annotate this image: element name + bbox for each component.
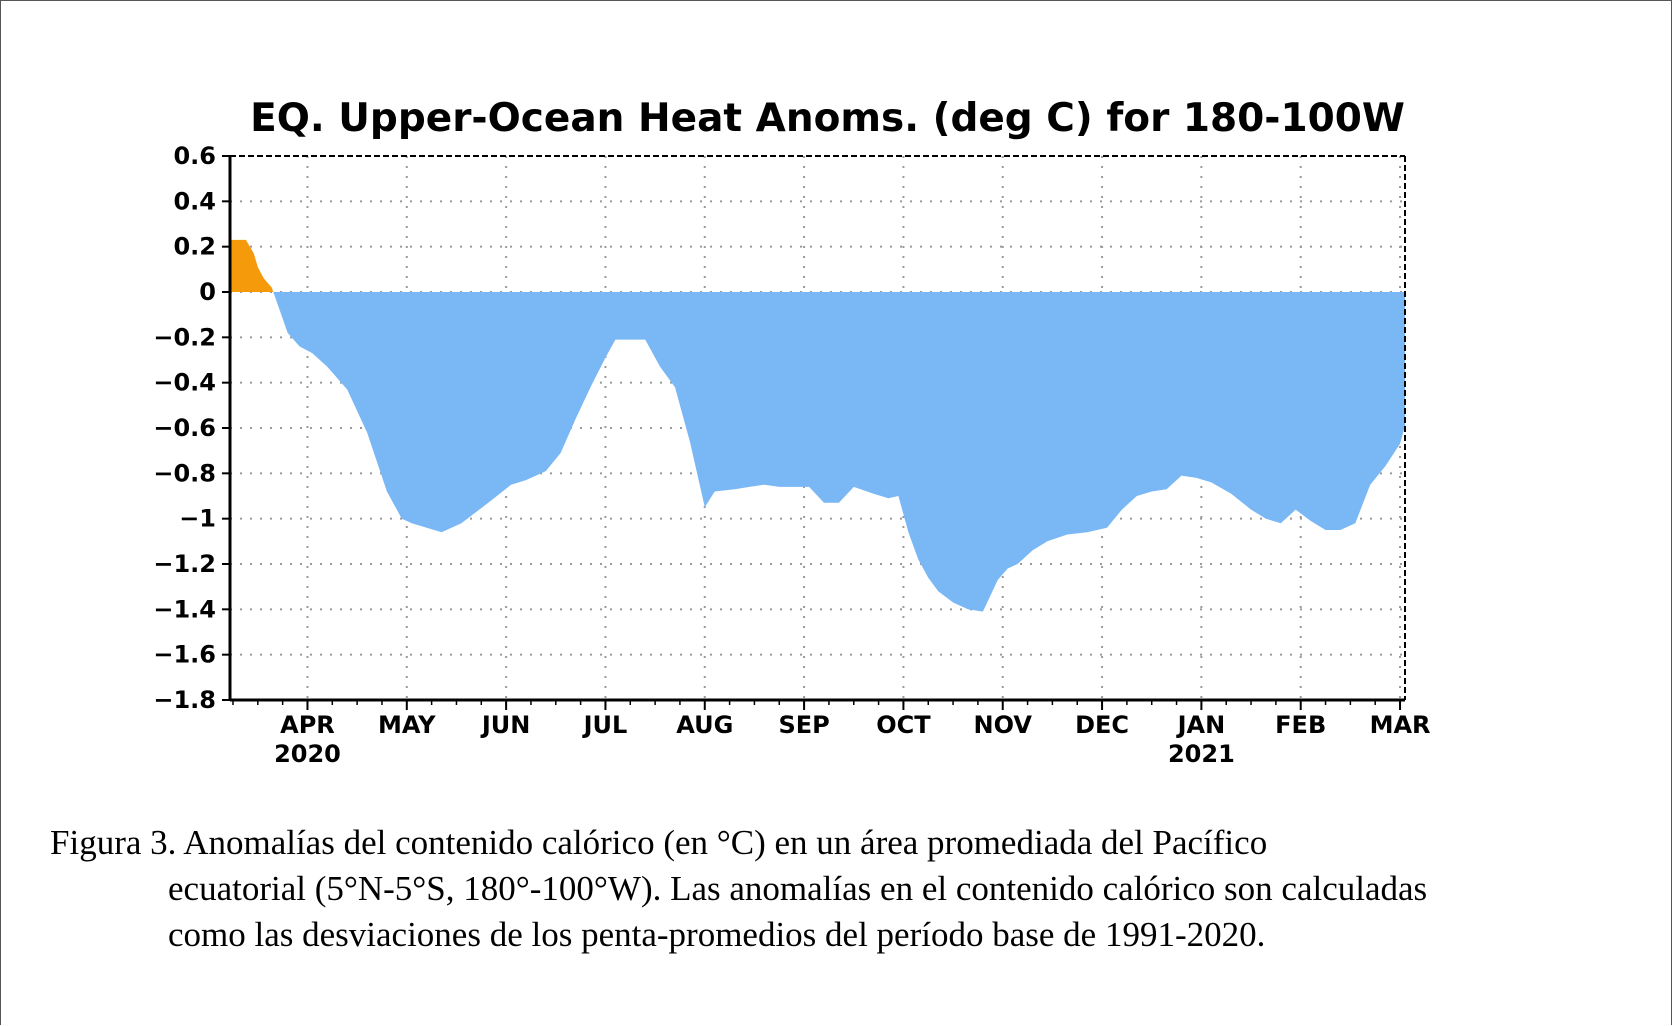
y-tick-labels: 0.6 0.4 0.2 0 −0.2 −0.4 −0.6 −0.8 −1 −1.2 −1.4 −1.6…	[153, 142, 230, 714]
y-tick-label: −1.4	[153, 595, 216, 623]
negative-anomaly-area	[230, 292, 1405, 612]
heat-anomaly-chart: EQ. Upper-Ocean Heat Anoms. (deg C) for …	[153, 96, 1431, 768]
y-tick-label: −0.2	[153, 323, 216, 351]
caption-line-1: Figura 3. Anomalías del contenido calóri…	[50, 823, 1268, 862]
y-tick-label: 0.6	[173, 142, 216, 170]
x-tick-label: JAN	[1176, 711, 1226, 739]
x-tick-label: APR	[280, 711, 335, 739]
x-tick-label: OCT	[876, 711, 931, 739]
x-tick-label: NOV	[974, 711, 1033, 739]
x-year-label: 2020	[274, 740, 341, 768]
y-tick-label: −1.2	[153, 550, 216, 578]
x-tick-label: FEB	[1275, 711, 1326, 739]
chart-title: EQ. Upper-Ocean Heat Anoms. (deg C) for …	[250, 96, 1405, 141]
y-tick-label: −1.6	[153, 641, 216, 669]
caption-line-3: como las desviaciones de los penta-prome…	[168, 915, 1266, 954]
y-tick-label: 0.2	[173, 233, 216, 261]
y-tick-label: −0.4	[153, 369, 216, 397]
x-tick-label: MAR	[1370, 711, 1431, 739]
x-tick-label: AUG	[676, 711, 733, 739]
y-tick-label: 0.4	[173, 187, 216, 215]
x-tick-label: JUL	[582, 711, 628, 739]
figure-caption: Figura 3. Anomalías del contenido calóri…	[50, 820, 1610, 958]
caption-line-2: ecuatorial (5°N-5°S, 180°-100°W). Las an…	[168, 869, 1428, 908]
x-tick-label: JUN	[480, 711, 531, 739]
y-tick-label: 0	[199, 278, 216, 306]
area-layer	[230, 239, 1405, 612]
x-tick-label: DEC	[1075, 711, 1129, 739]
y-tick-label: −0.6	[153, 414, 216, 442]
x-tick-label: SEP	[778, 711, 829, 739]
x-tick-label: MAY	[378, 711, 436, 739]
y-tick-label: −1.8	[153, 686, 216, 714]
y-tick-label: −0.8	[153, 459, 216, 487]
y-tick-label: −1	[179, 505, 216, 533]
x-year-label: 2021	[1168, 740, 1235, 768]
